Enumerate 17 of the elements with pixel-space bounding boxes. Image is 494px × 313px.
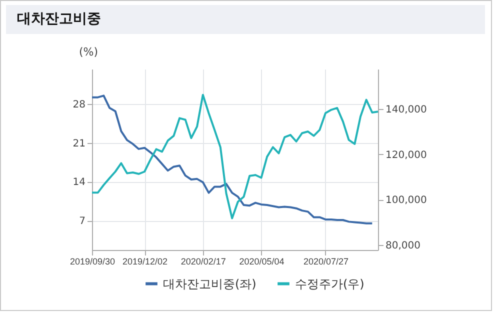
y-axis-title: (%) bbox=[78, 46, 98, 58]
legend-label: 수정주가(우) bbox=[295, 276, 364, 291]
y2-tick-label: 80,000 bbox=[386, 240, 420, 252]
y2-tick-label: 140,000 bbox=[386, 104, 427, 116]
y2-tick-label: 120,000 bbox=[386, 150, 427, 161]
x-tick-label: 2020/02/17 bbox=[180, 256, 226, 266]
x-tick-label: 2019/09/30 bbox=[70, 256, 116, 266]
x-tick-label: 2020/07/27 bbox=[303, 256, 348, 266]
y-tick-label: 7 bbox=[79, 216, 86, 228]
y-tick-label: 21 bbox=[72, 138, 86, 150]
x-tick-label: 2019/12/02 bbox=[122, 256, 168, 266]
x-tick-label: 2020/05/04 bbox=[239, 256, 284, 266]
y-tick-label: 14 bbox=[72, 177, 86, 188]
y2-tick-label: 100,000 bbox=[386, 195, 427, 206]
chart-title: 대차잔고비중 bbox=[17, 10, 101, 28]
legend-label: 대차잔고비중(좌) bbox=[163, 276, 256, 291]
y-tick-label: 28 bbox=[72, 99, 86, 110]
